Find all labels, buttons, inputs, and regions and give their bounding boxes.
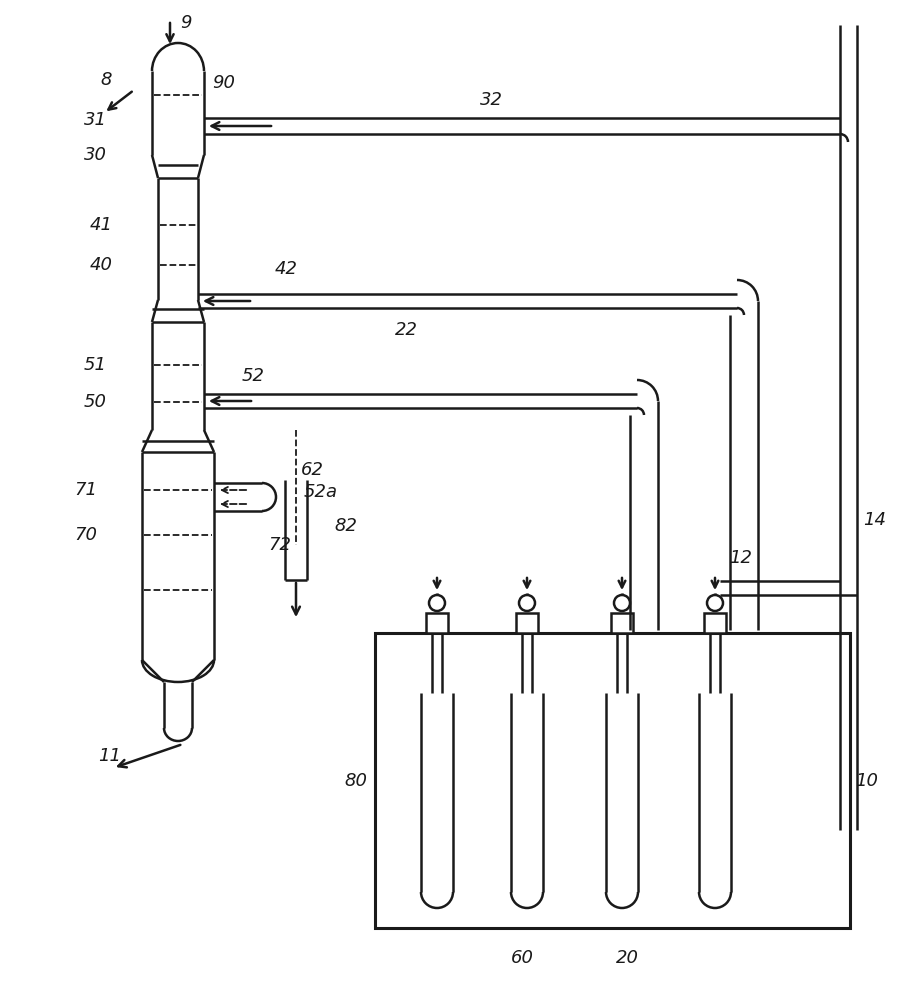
Text: 62: 62 — [301, 461, 324, 479]
Text: 50: 50 — [84, 393, 107, 411]
Text: 52a: 52a — [304, 483, 338, 501]
Text: 52: 52 — [242, 367, 265, 385]
Text: 8: 8 — [100, 71, 111, 89]
Text: 41: 41 — [90, 216, 113, 234]
Text: 31: 31 — [84, 111, 107, 129]
Text: 22: 22 — [395, 321, 418, 339]
Bar — [375, 633, 850, 928]
Text: 20: 20 — [615, 949, 639, 967]
Text: 12: 12 — [729, 549, 752, 567]
Text: 14: 14 — [863, 511, 886, 529]
Bar — [516, 613, 538, 633]
Bar — [611, 613, 633, 633]
Text: 30: 30 — [84, 146, 107, 164]
Text: 42: 42 — [275, 260, 298, 278]
Text: 80: 80 — [344, 772, 367, 790]
Text: 82: 82 — [334, 517, 357, 535]
Text: 90: 90 — [212, 74, 235, 92]
Text: 32: 32 — [480, 91, 503, 109]
Text: 72: 72 — [268, 536, 291, 554]
Text: 9: 9 — [180, 14, 192, 32]
Text: 70: 70 — [74, 526, 97, 544]
Bar — [426, 613, 448, 633]
Text: 40: 40 — [90, 256, 113, 274]
Text: 71: 71 — [74, 481, 97, 499]
Bar — [704, 613, 726, 633]
Text: 10: 10 — [855, 772, 878, 790]
Text: 60: 60 — [510, 949, 534, 967]
Text: 51: 51 — [84, 356, 107, 374]
Text: 11: 11 — [98, 747, 121, 765]
